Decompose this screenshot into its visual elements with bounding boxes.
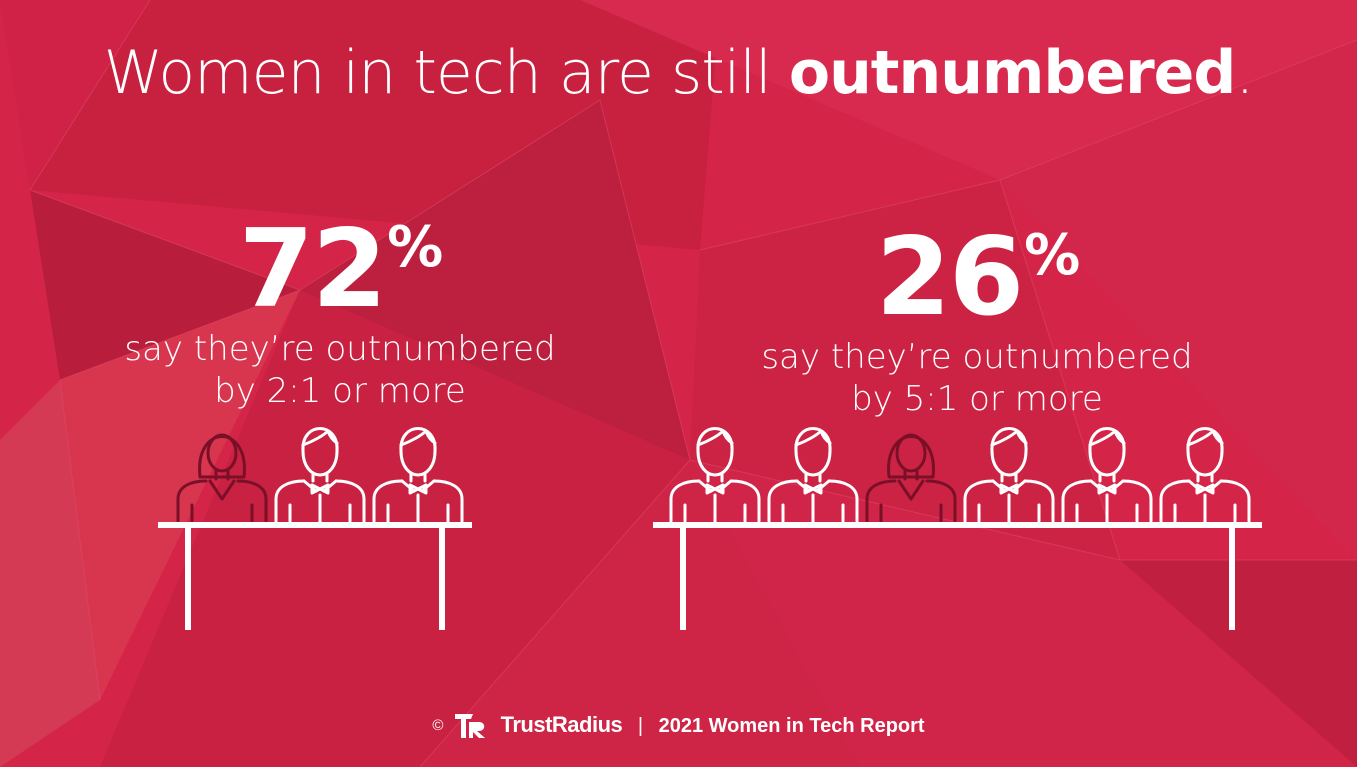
brand-name: TrustRadius (500, 712, 623, 737)
footer: © TrustRadius | 2021 Women in Tech Repor… (0, 712, 1357, 738)
table-illustration-2-to-1 (158, 427, 472, 630)
man-icon (767, 427, 859, 525)
table-top (158, 522, 472, 528)
stat-caption-line1: say they’re outnumbered (761, 337, 1193, 377)
stat-caption-line2: by 2:1 or more (214, 371, 466, 411)
table-top (653, 522, 1262, 528)
man-icon (963, 427, 1055, 525)
stat-value-block: 72% (90, 192, 590, 326)
table-leg (680, 525, 686, 630)
stat-value: 72 (238, 207, 387, 332)
stat-caption: say they’re outnumbered by 5:1 or more (727, 336, 1227, 420)
headline-light: Women in tech are still (103, 38, 789, 108)
man-icon (274, 427, 366, 525)
woman-icon (865, 433, 957, 523)
stat-unit: % (387, 215, 443, 280)
man-icon (1061, 427, 1153, 525)
stat-unit: % (1024, 223, 1080, 288)
table-illustration-5-to-1 (653, 427, 1262, 630)
table-leg (185, 525, 191, 630)
stat-72: 72% say they’re outnumbered by 2:1 or mo… (90, 192, 590, 412)
copyright-symbol: © (432, 717, 444, 734)
headline-end: . (1235, 38, 1254, 108)
man-icon (1159, 427, 1251, 525)
footer-separator: | (637, 715, 644, 737)
man-icon (372, 427, 464, 525)
stat-caption-line2: by 5:1 or more (851, 379, 1103, 419)
stat-value: 26 (875, 215, 1024, 340)
stat-26: 26% say they’re outnumbered by 5:1 or mo… (727, 200, 1227, 420)
trustradius-logo-icon (455, 714, 486, 738)
headline: Women in tech are still outnumbered. (0, 38, 1357, 108)
stat-caption: say they’re outnumbered by 2:1 or more (90, 328, 590, 412)
table-leg (1229, 525, 1235, 630)
stat-value-block: 26% (727, 200, 1227, 334)
woman-icon (176, 433, 268, 523)
table-leg (439, 525, 445, 630)
stat-caption-line1: say they’re outnumbered (124, 329, 556, 369)
man-icon (669, 427, 761, 525)
report-title: 2021 Women in Tech Report (658, 715, 925, 737)
headline-bold: outnumbered (788, 38, 1236, 108)
